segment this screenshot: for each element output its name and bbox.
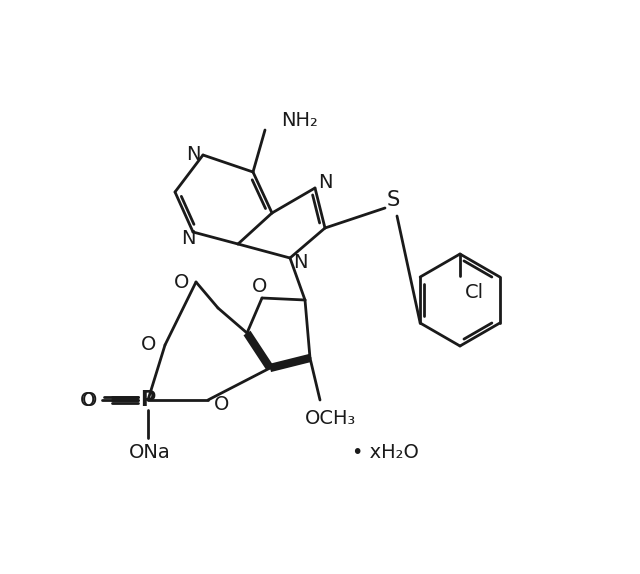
Text: OCH₃: OCH₃: [305, 409, 356, 428]
Text: O: O: [83, 390, 98, 409]
Text: ONa: ONa: [129, 443, 171, 461]
Text: N: N: [292, 254, 307, 273]
Text: N: N: [317, 173, 332, 192]
Text: NH₂: NH₂: [281, 111, 318, 130]
Text: P: P: [140, 390, 156, 410]
Text: O: O: [214, 394, 230, 413]
Text: O: O: [174, 273, 189, 292]
Text: N: N: [186, 145, 200, 165]
Text: O: O: [252, 277, 268, 296]
Text: S: S: [387, 190, 399, 210]
Text: Cl: Cl: [465, 282, 484, 301]
Text: • xH₂O: • xH₂O: [351, 443, 419, 461]
Text: N: N: [180, 228, 195, 247]
Text: O: O: [141, 335, 157, 355]
Text: O: O: [80, 390, 96, 409]
